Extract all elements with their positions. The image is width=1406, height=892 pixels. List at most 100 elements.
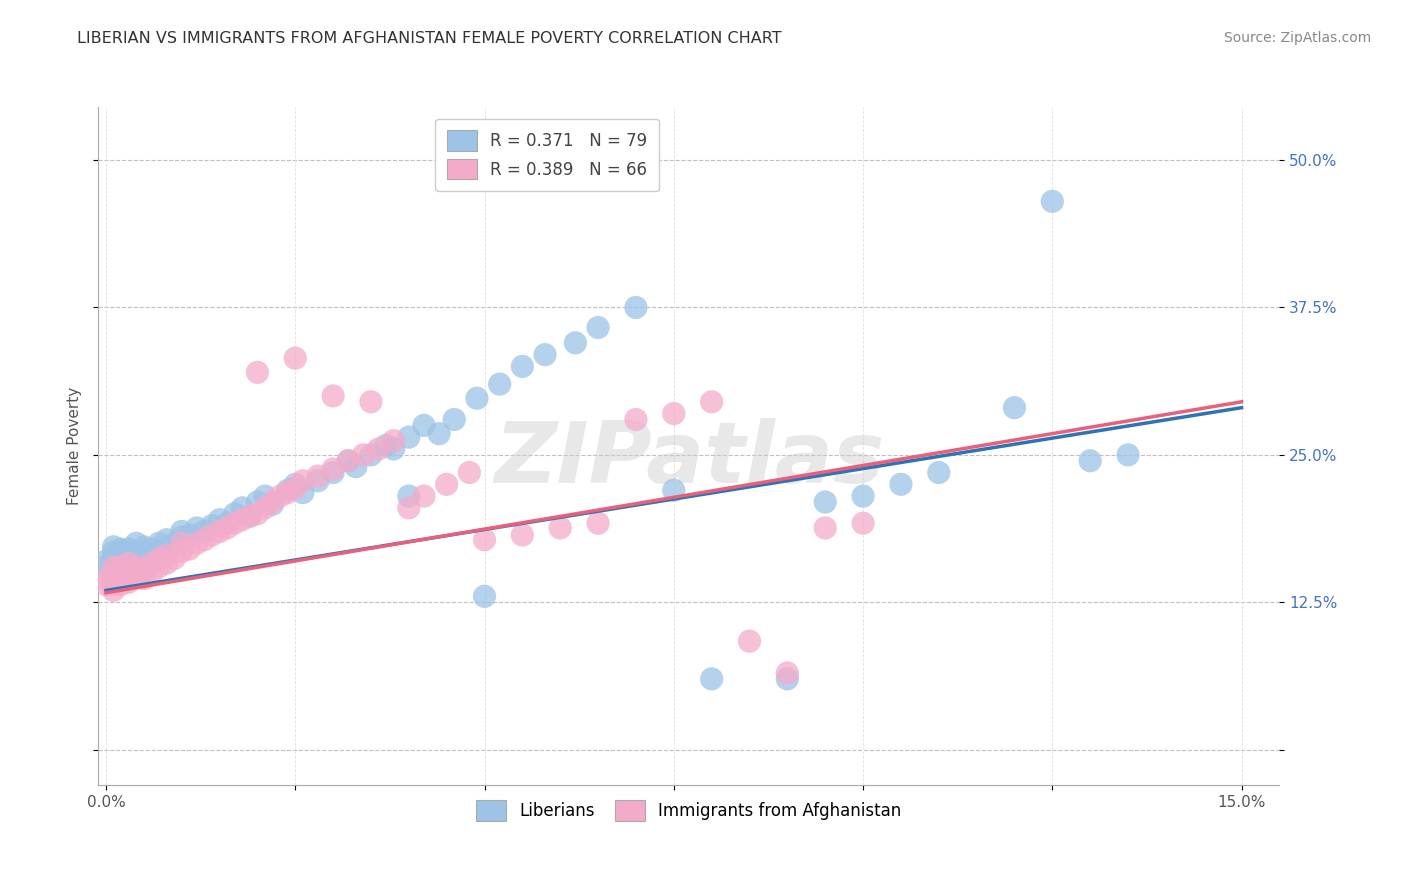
Point: [110, 568, 132, 582]
Point: [344, 459, 367, 474]
Point: [360, 448, 382, 462]
Point: [163, 536, 186, 550]
Point: [427, 426, 450, 441]
Point: [548, 521, 571, 535]
Point: [398, 500, 420, 515]
Point: [890, 477, 912, 491]
Legend: Liberians, Immigrants from Afghanistan: Liberians, Immigrants from Afghanistan: [470, 794, 908, 828]
Point: [179, 528, 201, 542]
Point: [458, 466, 481, 480]
Point: [246, 495, 269, 509]
Point: [814, 495, 837, 509]
Point: [512, 528, 534, 542]
Point: [284, 351, 307, 366]
Point: [224, 507, 246, 521]
Point: [103, 568, 125, 582]
Point: [110, 577, 132, 591]
Point: [141, 566, 163, 580]
Point: [118, 557, 141, 571]
Point: [148, 551, 170, 566]
Point: [193, 524, 215, 539]
Point: [465, 391, 488, 405]
Point: [148, 559, 170, 574]
Point: [155, 542, 177, 557]
Point: [231, 500, 253, 515]
Point: [148, 536, 170, 550]
Point: [564, 335, 586, 350]
Point: [179, 542, 201, 557]
Point: [367, 442, 389, 456]
Point: [413, 489, 436, 503]
Y-axis label: Female Poverty: Female Poverty: [67, 387, 83, 505]
Point: [269, 489, 291, 503]
Point: [170, 536, 193, 550]
Point: [253, 500, 276, 515]
Point: [94, 559, 117, 574]
Point: [253, 489, 276, 503]
Point: [103, 559, 125, 574]
Point: [624, 301, 647, 315]
Point: [928, 466, 950, 480]
Point: [141, 548, 163, 562]
Point: [217, 521, 239, 535]
Point: [231, 513, 253, 527]
Point: [155, 533, 177, 547]
Point: [1078, 454, 1101, 468]
Point: [512, 359, 534, 374]
Point: [103, 577, 125, 591]
Point: [132, 572, 155, 586]
Point: [110, 566, 132, 580]
Point: [1040, 194, 1063, 209]
Point: [246, 365, 269, 379]
Point: [738, 634, 761, 648]
Point: [103, 551, 125, 566]
Point: [132, 563, 155, 577]
Point: [662, 483, 685, 498]
Point: [307, 474, 329, 488]
Point: [118, 551, 141, 566]
Point: [118, 566, 141, 580]
Point: [852, 489, 875, 503]
Point: [110, 559, 132, 574]
Point: [148, 544, 170, 558]
Text: ZIPatlas: ZIPatlas: [494, 418, 884, 501]
Point: [224, 516, 246, 531]
Point: [586, 320, 609, 334]
Point: [277, 483, 299, 498]
Point: [398, 430, 420, 444]
Point: [170, 530, 193, 544]
Point: [662, 407, 685, 421]
Point: [262, 497, 284, 511]
Point: [94, 572, 117, 586]
Point: [239, 509, 262, 524]
Point: [436, 477, 458, 491]
Point: [118, 575, 141, 590]
Point: [534, 348, 557, 362]
Point: [125, 559, 148, 574]
Point: [132, 554, 155, 568]
Point: [443, 412, 465, 426]
Point: [307, 469, 329, 483]
Point: [132, 548, 155, 562]
Point: [118, 559, 141, 574]
Point: [186, 521, 208, 535]
Point: [193, 533, 215, 547]
Point: [398, 489, 420, 503]
Point: [262, 495, 284, 509]
Point: [186, 536, 208, 550]
Point: [814, 521, 837, 535]
Point: [291, 474, 314, 488]
Point: [360, 394, 382, 409]
Point: [201, 528, 224, 542]
Point: [586, 516, 609, 531]
Point: [125, 568, 148, 582]
Point: [118, 568, 141, 582]
Point: [1116, 448, 1139, 462]
Point: [118, 542, 141, 557]
Point: [217, 516, 239, 531]
Point: [94, 577, 117, 591]
Point: [103, 540, 125, 554]
Point: [110, 542, 132, 557]
Point: [1004, 401, 1026, 415]
Point: [103, 568, 125, 582]
